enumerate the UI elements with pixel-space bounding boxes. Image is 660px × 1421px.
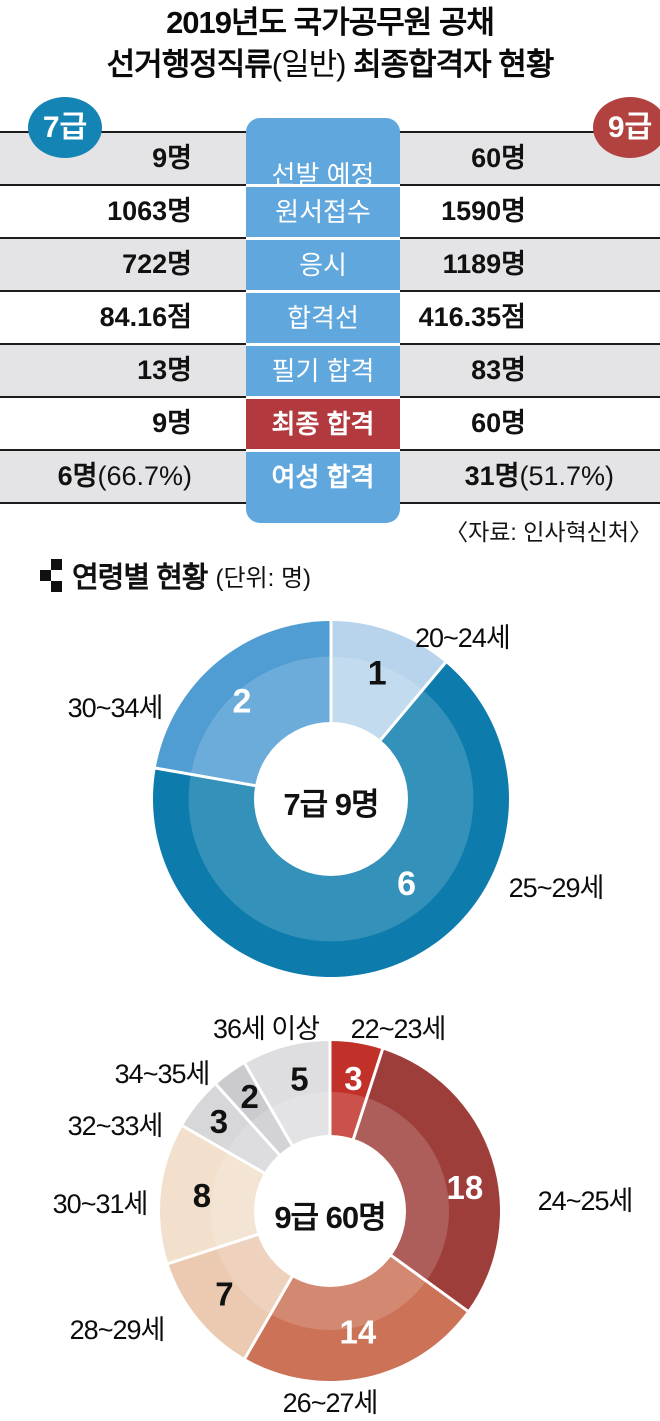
grade9-value: 1590명 — [441, 196, 526, 226]
grade7-value: 722명 — [122, 249, 192, 279]
grade9-value: 60명 — [471, 408, 526, 438]
grade7-value: 84.16점 — [99, 302, 192, 332]
grade9-value: 60명 — [471, 143, 526, 173]
svg-text:18: 18 — [447, 1169, 484, 1206]
donut2-center-label: 9급 60명 — [274, 1200, 386, 1235]
donut1-cat-30-34: 30~34세 — [67, 693, 164, 723]
grade9-value: 1189명 — [442, 249, 526, 279]
row-label-female-pass: 여성 합격 — [246, 449, 400, 523]
donut1-cat-20-24: 20~24세 — [415, 623, 511, 653]
donut2-cat-32-33: 32~33세 — [67, 1111, 164, 1141]
grade7-badge: 7급 — [28, 97, 102, 158]
page-title: 2019년도 국가공무원 공채 선거행정직류(일반) 최종합격자 현황 — [0, 2, 660, 86]
title-line2-paren: (일반) — [271, 47, 347, 82]
svg-text:1: 1 — [368, 654, 387, 692]
svg-text:5: 5 — [290, 1060, 308, 1097]
row-label-final-pass: 최종 합격 — [246, 396, 400, 449]
grade7-value: 6명(66.7%) — [57, 461, 192, 491]
grade9-value: 83명 — [471, 355, 526, 385]
svg-text:7: 7 — [215, 1275, 233, 1312]
grade7-value: 1063명 — [107, 196, 192, 226]
donut2-cat-34-35: 34~35세 — [114, 1059, 211, 1089]
svg-text:2: 2 — [233, 682, 252, 720]
donut-chart-grade7: 1 6 2 — [153, 621, 510, 977]
svg-text:8: 8 — [193, 1177, 211, 1214]
svg-text:3: 3 — [344, 1060, 362, 1097]
table-category-column: 선발 예정 원서접수 응시 합격선 필기 합격 최종 합격 여성 합격 — [246, 118, 400, 523]
donut1-cat-25-29: 25~29세 — [508, 873, 605, 903]
title-line1: 2019년도 국가공무원 공채 — [166, 5, 495, 40]
source-note: 〈자료: 인사혁신처〉 — [445, 519, 652, 545]
grade7-value: 9명 — [152, 408, 192, 438]
grade7-value: 13명 — [137, 355, 192, 385]
svg-text:14: 14 — [340, 1314, 377, 1351]
title-line2: 선거행정직류(일반) 최종합격자 현황 — [106, 47, 555, 82]
donut2-cat-24-25: 24~25세 — [537, 1186, 634, 1216]
donut1-center-label: 7급 9명 — [283, 787, 379, 822]
svg-text:3: 3 — [210, 1103, 228, 1140]
section-unit: (단위: 명) — [215, 564, 312, 592]
donut2-cat-26-27: 26~27세 — [282, 1388, 379, 1418]
donut2-cat-28-29: 28~29세 — [69, 1315, 166, 1345]
grade7-value: 9명 — [152, 143, 192, 173]
donut2-cat-36plus: 36세 이상 — [212, 1014, 320, 1044]
section-header: 연령별 현황 (단위: 명) — [40, 557, 312, 594]
row-label: 필기 합격 — [246, 343, 400, 396]
row-label: 선발 예정 — [246, 118, 400, 190]
svg-text:6: 6 — [397, 865, 416, 903]
donut2-cat-22-23: 22~23세 — [350, 1014, 447, 1044]
grade9-value: 31명(51.7%) — [464, 461, 614, 491]
row-label: 응시 — [246, 237, 400, 290]
section-title: 연령별 현황 — [72, 562, 208, 594]
checkered-flag-icon — [40, 558, 62, 592]
grade9-badge: 9급 — [593, 97, 660, 158]
grade9-value: 416.35점 — [418, 302, 526, 332]
donut2-cat-30-31: 30~31세 — [52, 1189, 149, 1219]
row-label: 원서접수 — [246, 184, 400, 237]
svg-text:2: 2 — [241, 1078, 259, 1115]
row-label: 합격선 — [246, 290, 400, 343]
